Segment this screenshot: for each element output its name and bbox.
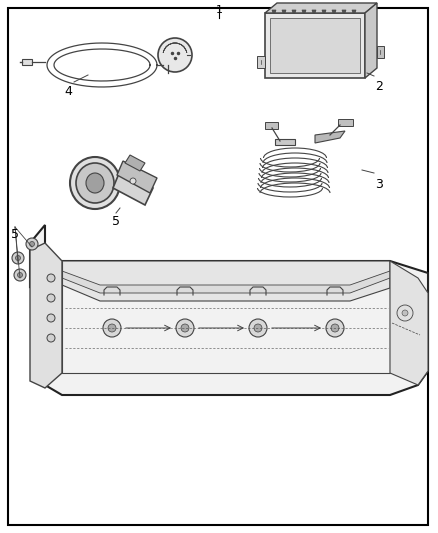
Ellipse shape (76, 163, 114, 203)
Ellipse shape (86, 173, 104, 193)
Polygon shape (332, 10, 336, 13)
Polygon shape (113, 171, 153, 205)
Circle shape (249, 319, 267, 337)
Text: 3: 3 (375, 178, 383, 191)
FancyBboxPatch shape (22, 59, 32, 65)
FancyBboxPatch shape (338, 118, 353, 125)
Polygon shape (265, 3, 377, 13)
Polygon shape (282, 10, 286, 13)
Polygon shape (315, 131, 345, 143)
FancyBboxPatch shape (377, 46, 384, 58)
Circle shape (18, 272, 22, 278)
Circle shape (29, 241, 35, 246)
Circle shape (402, 310, 408, 316)
FancyBboxPatch shape (265, 122, 278, 128)
Polygon shape (322, 10, 326, 13)
Text: 5: 5 (112, 215, 120, 228)
Polygon shape (390, 261, 428, 385)
Circle shape (254, 324, 262, 332)
Circle shape (130, 178, 136, 184)
Polygon shape (292, 10, 296, 13)
Ellipse shape (70, 157, 120, 209)
Circle shape (326, 319, 344, 337)
Polygon shape (117, 161, 157, 193)
Polygon shape (62, 261, 390, 301)
Polygon shape (365, 3, 377, 78)
Circle shape (47, 314, 55, 322)
Circle shape (47, 274, 55, 282)
Polygon shape (125, 155, 145, 171)
Polygon shape (342, 10, 346, 13)
Text: 2: 2 (375, 80, 383, 93)
Circle shape (108, 324, 116, 332)
Polygon shape (312, 10, 316, 13)
Polygon shape (352, 10, 356, 13)
Circle shape (176, 319, 194, 337)
Circle shape (47, 334, 55, 342)
Circle shape (47, 294, 55, 302)
Polygon shape (30, 225, 428, 395)
Text: 4: 4 (64, 85, 72, 98)
Circle shape (103, 319, 121, 337)
Polygon shape (30, 243, 62, 388)
Circle shape (181, 324, 189, 332)
Circle shape (26, 238, 38, 250)
Text: 1: 1 (215, 5, 223, 15)
Circle shape (158, 38, 192, 72)
FancyBboxPatch shape (8, 8, 428, 525)
Polygon shape (302, 10, 306, 13)
Polygon shape (62, 271, 390, 293)
Circle shape (15, 255, 21, 261)
FancyBboxPatch shape (265, 13, 365, 78)
Circle shape (397, 305, 413, 321)
Circle shape (14, 269, 26, 281)
FancyBboxPatch shape (257, 56, 265, 68)
Polygon shape (275, 139, 295, 145)
Polygon shape (272, 10, 276, 13)
FancyBboxPatch shape (270, 18, 360, 73)
Circle shape (331, 324, 339, 332)
Text: 5: 5 (11, 228, 19, 241)
Circle shape (12, 252, 24, 264)
